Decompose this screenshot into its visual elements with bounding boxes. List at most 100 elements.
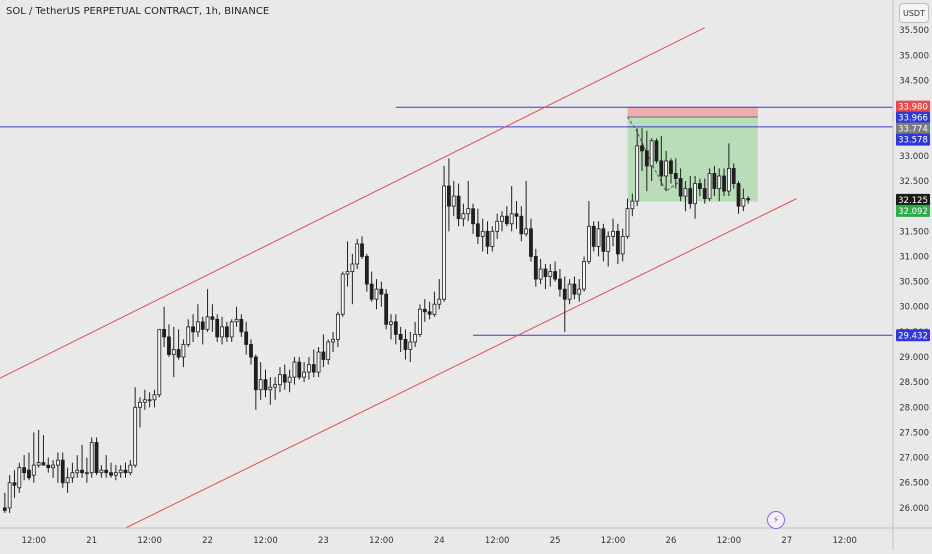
candle-body: [669, 160, 673, 174]
candle-body: [456, 195, 461, 220]
candle-body: [620, 235, 625, 255]
channel-trendline[interactable]: [125, 198, 797, 529]
time-tick-label: 12:00: [601, 536, 626, 546]
time-tick-label: 22: [202, 536, 213, 546]
candle-body: [577, 288, 582, 295]
candle-body: [282, 374, 287, 383]
candle-body: [630, 200, 635, 210]
candle-body: [191, 326, 195, 333]
candle-body: [654, 140, 659, 162]
candle-body: [360, 243, 364, 257]
price-tick-label: 35.000: [899, 51, 929, 61]
price-label-text: 33.578: [898, 136, 928, 146]
candle-body: [56, 459, 60, 466]
candle-body: [495, 220, 500, 232]
candle-body: [133, 406, 138, 466]
time-tick-label: 21: [86, 536, 97, 546]
candle-body: [500, 215, 504, 222]
channel-trendline[interactable]: [0, 27, 705, 379]
candle-body: [51, 464, 55, 469]
candle-body: [427, 311, 432, 315]
candle-body: [514, 213, 519, 217]
candle-body: [316, 351, 321, 373]
candle-body: [181, 344, 186, 358]
candle-body: [2, 507, 7, 511]
candle-body: [123, 469, 128, 474]
candle-body: [625, 208, 630, 237]
candle-body: [562, 288, 567, 300]
candle-body: [65, 477, 70, 484]
candle-body: [490, 230, 495, 247]
candle-body: [475, 223, 480, 237]
candle-body: [224, 326, 229, 338]
currency-button[interactable]: USDT: [899, 3, 929, 23]
candle-body: [447, 185, 451, 207]
candle-body: [200, 321, 205, 330]
price-tick-label: 26.000: [899, 504, 929, 514]
candle-body: [89, 442, 94, 474]
price-tick-label: 33.000: [899, 152, 929, 162]
candle-body: [113, 472, 118, 476]
candle-body: [36, 462, 41, 466]
price-tick-label: 34.500: [899, 76, 929, 86]
candle-body: [84, 472, 89, 475]
lightning-icon[interactable]: ⚡: [767, 511, 785, 529]
candle-body: [543, 268, 548, 277]
candle-body: [741, 198, 746, 207]
candle-body: [186, 326, 191, 345]
candle-body: [364, 256, 369, 285]
candle-body: [678, 178, 683, 197]
candle-body: [746, 198, 751, 201]
price-label-text: 32.092: [898, 207, 928, 217]
candle-body: [17, 467, 22, 489]
time-tick-label: 12:00: [369, 536, 394, 546]
candle-body: [31, 464, 36, 476]
candle-body: [369, 283, 374, 300]
candle-body: [485, 230, 490, 247]
candle-body: [75, 469, 80, 474]
candle-body: [398, 333, 403, 340]
candle-body: [244, 331, 249, 345]
chart-title: SOL / TetherUS PERPETUAL CONTRACT, 1h, B…: [6, 6, 270, 17]
candle-body: [736, 183, 741, 207]
candle-body: [422, 308, 427, 313]
time-tick-label: 26: [666, 536, 677, 546]
candle-body: [307, 364, 311, 373]
stop-loss-zone[interactable]: [627, 106, 758, 117]
candle-body: [287, 376, 292, 383]
candle-body: [717, 175, 722, 189]
time-tick-label: 12:00: [485, 536, 510, 546]
candle-body: [403, 339, 408, 350]
candle-body: [229, 321, 234, 338]
candle-body: [707, 173, 712, 200]
candle-body: [567, 283, 572, 300]
candle-body: [374, 288, 379, 300]
candle-body: [311, 364, 316, 373]
time-tick-label: 12:00: [22, 536, 47, 546]
time-tick-label: 24: [434, 536, 445, 546]
price-label-text: 33.966: [898, 114, 928, 124]
candle-body: [615, 230, 620, 255]
time-tick-label: 23: [318, 536, 329, 546]
candle-body: [70, 472, 75, 479]
price-label-badge: [896, 100, 930, 113]
price-label-badge: [896, 111, 930, 124]
candle-body: [596, 228, 601, 247]
candle-body: [529, 228, 533, 257]
candle-body: [519, 215, 524, 235]
candle-body: [731, 168, 736, 184]
candle-body: [220, 326, 224, 338]
price-tick-label: 28.500: [899, 378, 929, 388]
candle-body: [27, 469, 31, 479]
candle-body: [659, 160, 664, 177]
candle-body: [263, 379, 268, 391]
candle-body: [326, 341, 331, 360]
candle-body: [558, 278, 562, 290]
candle-body: [22, 467, 27, 474]
candle-body: [572, 283, 577, 295]
candle-body: [142, 399, 147, 403]
candle-body: [278, 374, 282, 386]
